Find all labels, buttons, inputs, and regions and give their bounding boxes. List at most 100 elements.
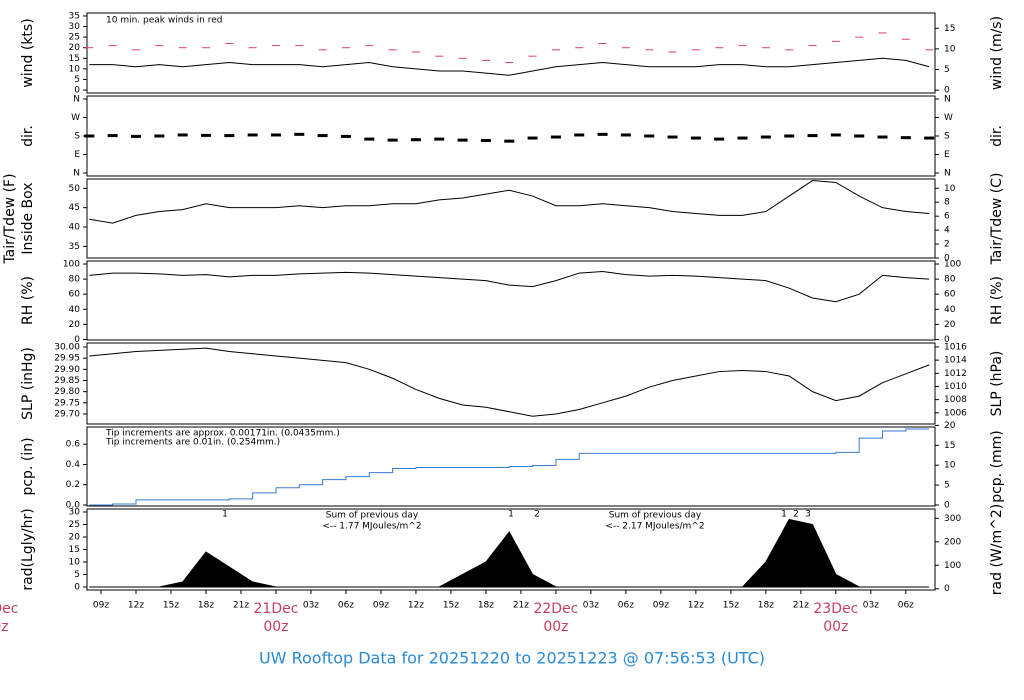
- dir-point: [714, 137, 725, 141]
- y2-tick-label: 6: [944, 212, 950, 222]
- panel-frame: [86, 342, 936, 425]
- dir-point: [340, 134, 351, 138]
- dir-point: [457, 138, 468, 142]
- series-line: [89, 180, 930, 224]
- y2-tick-label: 100: [944, 260, 961, 270]
- y-tick-label: 10: [69, 558, 81, 568]
- annotation: 2: [534, 510, 540, 520]
- y-tick-label: 0.6: [66, 440, 81, 450]
- y2-axis-label: RH (%): [989, 276, 1005, 325]
- dir-point: [644, 134, 655, 138]
- dir-point: [247, 133, 258, 137]
- x-tick-label: 15z: [443, 601, 459, 611]
- annotation: Tip increments are approx. 0.00171in. (0…: [105, 429, 340, 439]
- x-tick-label: 06z: [618, 601, 634, 611]
- annotation: 10 min. peak winds in red: [106, 16, 223, 26]
- x-tick-label: 12z: [408, 601, 424, 611]
- y-tick-label: 29.80: [54, 387, 80, 397]
- x-tick-label: 03z: [583, 601, 599, 611]
- y-tick-label: 30: [69, 22, 81, 32]
- y-axis-label: Tair/Tdew (F): [2, 173, 18, 264]
- y-tick-label: 10: [69, 64, 81, 74]
- x-tick-label: 12z: [688, 601, 704, 611]
- x-date-sublabel: 00z: [823, 619, 848, 635]
- x-tick-label: 03z: [303, 601, 319, 611]
- dir-point: [177, 133, 188, 137]
- dir-point: [620, 133, 631, 137]
- y-tick-label: 5: [74, 570, 80, 580]
- y-tick-label: 0: [74, 335, 80, 345]
- y2-tick-label: 1016: [944, 342, 967, 352]
- y2-tick-label: 5: [944, 481, 950, 491]
- dir-point: [434, 137, 445, 141]
- y2-tick-label: 20: [944, 421, 956, 431]
- y2-tick-label: 20: [944, 320, 956, 330]
- y-axis-label: SLP (inHg): [20, 347, 36, 420]
- y-tick-label: 0.2: [66, 480, 80, 490]
- y2-tick-label: 1006: [944, 408, 967, 418]
- dir-point: [737, 136, 748, 140]
- dir-point: [807, 134, 818, 138]
- annotation: 1: [781, 510, 787, 520]
- y-tick-label: 20: [69, 533, 81, 543]
- series-line: [89, 57, 930, 76]
- dir-point: [574, 133, 585, 137]
- y2-tick-label: 10: [944, 184, 956, 194]
- annotation: 3: [805, 510, 811, 520]
- y2-tick-label: 100: [944, 561, 961, 571]
- y-tick-label: 40: [69, 223, 81, 233]
- dir-point: [224, 134, 235, 138]
- y2-tick-label: N: [944, 95, 951, 105]
- y2-tick-label: 5: [944, 65, 950, 75]
- y2-tick-label: 0: [944, 335, 950, 345]
- dir-point: [107, 134, 118, 138]
- y2-tick-label: N: [944, 168, 951, 178]
- y2-axis-label: SLP (hPa): [989, 351, 1005, 417]
- x-date-label: 21Dec: [254, 601, 299, 617]
- y-tick-label: 50: [69, 184, 81, 194]
- y2-tick-label: 0: [944, 86, 950, 96]
- x-date-sublabel: 00z: [0, 619, 9, 635]
- x-tick-label: 21z: [513, 601, 529, 611]
- panel-frame: [86, 12, 936, 94]
- y-tick-label: 0.0: [66, 500, 81, 510]
- y-tick-label: 29.95: [54, 354, 80, 364]
- panel-frame: [86, 260, 936, 341]
- dir-point: [527, 136, 538, 140]
- y-tick-label: N: [73, 168, 80, 178]
- y-tick-label: 29.70: [54, 409, 80, 419]
- y2-tick-label: 2: [944, 240, 950, 250]
- y-axis-label: wind (kts): [20, 18, 36, 87]
- dir-point: [504, 139, 515, 143]
- dir-point: [387, 138, 398, 142]
- y-tick-label: N: [73, 95, 80, 105]
- y2-tick-label: 40: [944, 305, 956, 315]
- x-tick-label: 03z: [863, 601, 879, 611]
- x-tick-label: 21z: [793, 601, 809, 611]
- y-tick-label: 35: [69, 11, 80, 21]
- x-tick-label: 15z: [723, 601, 739, 611]
- series-step: [89, 428, 930, 506]
- dir-point: [410, 138, 421, 142]
- annotation: Sum of previous day: [609, 511, 702, 521]
- y-tick-label: 29.90: [54, 365, 80, 375]
- x-date-label: 22Dec: [533, 601, 578, 617]
- y2-tick-label: 1008: [944, 395, 967, 405]
- y2-axis-label: Tair/Tdew (C): [989, 173, 1005, 266]
- x-tick-label: 09z: [93, 601, 109, 611]
- x-date-label: 20Dec: [0, 601, 18, 617]
- y-axis-label: dir.: [20, 125, 36, 147]
- x-date-sublabel: 00z: [543, 619, 568, 635]
- y2-tick-label: 0: [944, 254, 950, 264]
- series-area: [89, 518, 930, 588]
- y-tick-label: 30: [69, 508, 81, 518]
- dir-point: [760, 135, 771, 139]
- y2-tick-label: 8: [944, 198, 950, 208]
- y-axis-label: rad(Lgly/hr): [20, 508, 36, 590]
- y2-tick-label: 200: [944, 537, 961, 547]
- y2-tick-label: 4: [944, 226, 950, 236]
- series-line: [89, 347, 930, 417]
- x-tick-label: 06z: [898, 601, 914, 611]
- dir-point: [924, 136, 935, 140]
- dir-point: [877, 135, 888, 139]
